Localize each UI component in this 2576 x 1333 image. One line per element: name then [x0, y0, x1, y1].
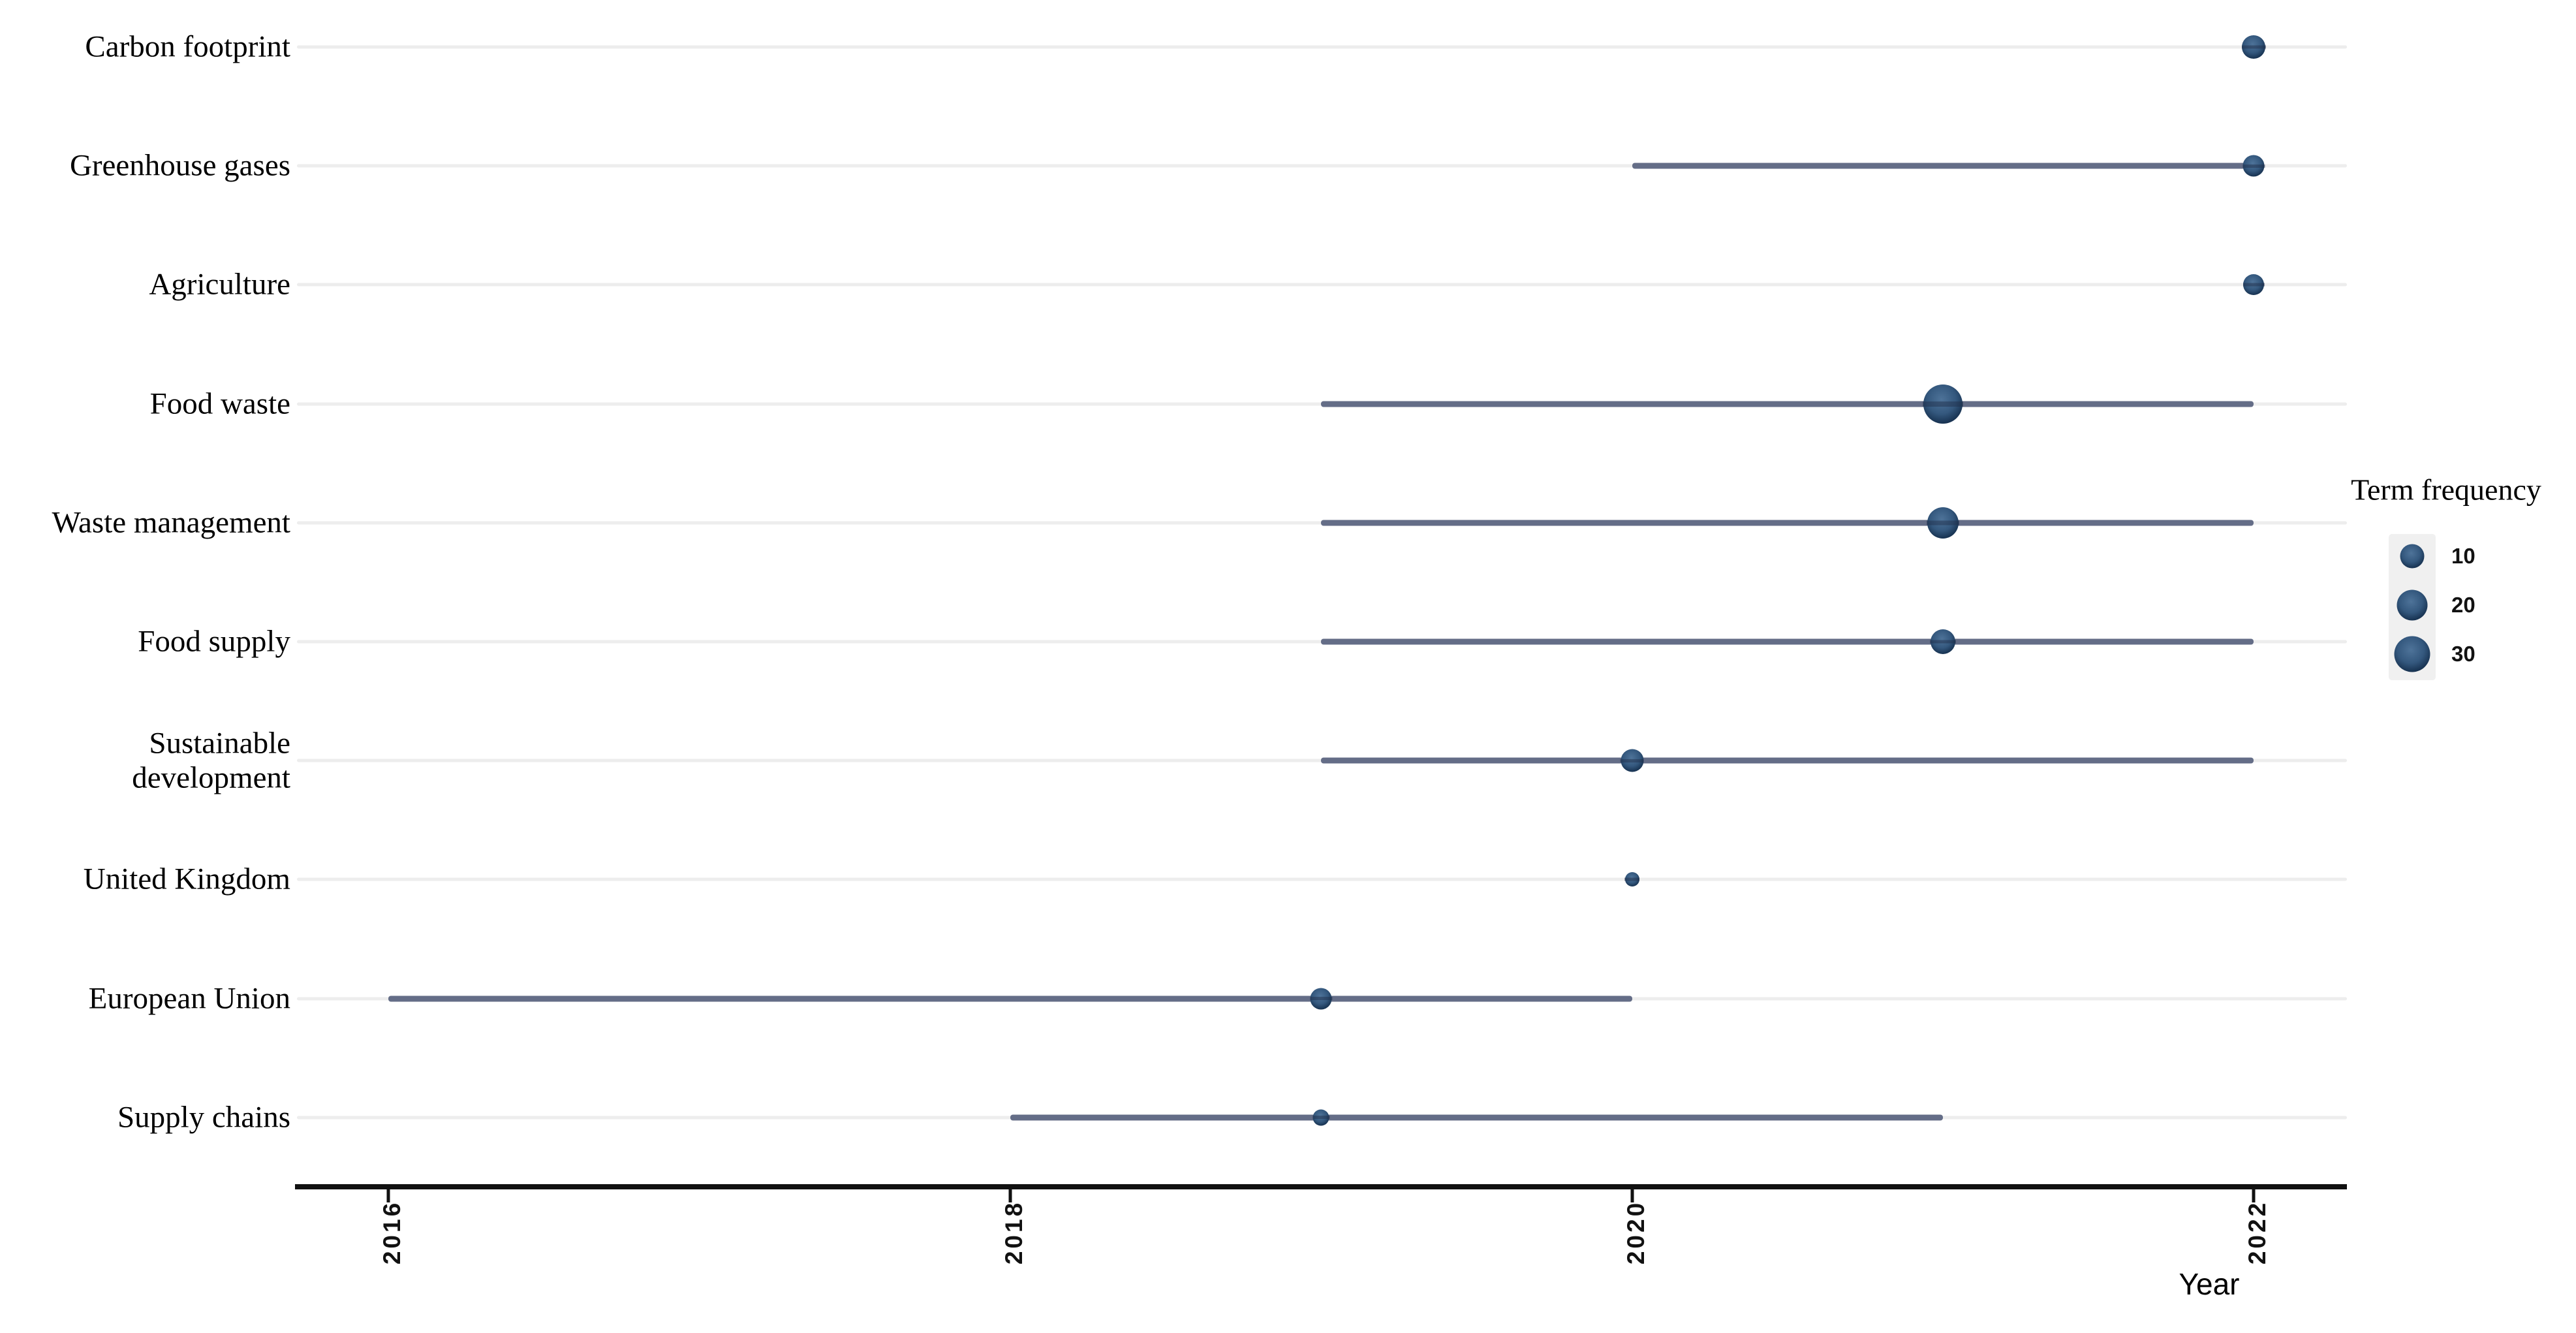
- legend-size-label: 20: [2451, 593, 2475, 617]
- x-tick-label: 2018: [1000, 1200, 1027, 1265]
- term-frequency-dot: [1312, 1109, 1330, 1126]
- dot-line-band: [1927, 520, 1959, 525]
- row-year-range-segment: [1321, 520, 2254, 526]
- row-label: Greenhouse gases: [69, 148, 290, 183]
- row-year-range-segment: [1321, 638, 2254, 645]
- legend-size-dot: [2400, 544, 2425, 569]
- row-label: Food supply: [138, 624, 290, 659]
- term-frequency-dot: [1922, 384, 1964, 424]
- legend-title: Term frequency: [2351, 473, 2541, 507]
- term-frequency-dot: [1620, 749, 1644, 772]
- row-year-range-segment: [1010, 1114, 1943, 1121]
- term-frequency-dot: [2242, 274, 2265, 296]
- row-year-range-segment: [1321, 757, 2254, 764]
- term-frequency-dot: [1930, 629, 1956, 654]
- legend-size-label: 10: [2451, 544, 2475, 568]
- x-tick-label: 2022: [2244, 1200, 2271, 1265]
- x-tick-mark: [386, 1187, 390, 1202]
- dot-line-band: [1620, 759, 1644, 762]
- term-frequency-dot: [1927, 507, 1959, 539]
- row-label: Supply chains: [117, 1100, 290, 1135]
- dot-line-band: [2241, 45, 2267, 49]
- row-label: European Union: [88, 981, 290, 1016]
- x-tick-mark: [2252, 1187, 2256, 1202]
- row-gridline: [297, 164, 2347, 168]
- x-tick-label: 2016: [379, 1200, 405, 1265]
- dot-line-band: [2242, 283, 2265, 287]
- row-label: Carbon footprint: [85, 29, 290, 64]
- legend-size-dot: [2397, 589, 2428, 621]
- x-axis-title: Year: [2179, 1267, 2240, 1301]
- dot-line-band: [1310, 997, 1333, 1001]
- row-gridline: [297, 877, 2347, 881]
- row-label: Sustainable development: [132, 726, 290, 795]
- x-tick-mark: [1008, 1187, 1012, 1202]
- row-gridline: [297, 283, 2347, 287]
- dot-line-band: [2242, 164, 2265, 168]
- row-label: Food waste: [149, 386, 290, 421]
- row-year-range-segment: [1321, 401, 2254, 407]
- x-axis-line: [295, 1184, 2347, 1189]
- dot-line-band: [1312, 1116, 1330, 1120]
- row-label: United Kingdom: [83, 862, 290, 897]
- x-tick-label: 2020: [1622, 1200, 1649, 1265]
- term-frequency-dot: [2242, 155, 2265, 177]
- row-label: Waste management: [52, 505, 290, 540]
- legend-size-label: 30: [2451, 642, 2475, 666]
- term-frequency-dot: [1624, 872, 1640, 887]
- legend-size-dot: [2394, 636, 2430, 672]
- row-gridline: [297, 45, 2347, 49]
- dot-line-band: [1624, 877, 1640, 881]
- x-tick-mark: [1630, 1187, 1634, 1202]
- row-label: Agriculture: [149, 268, 290, 302]
- dot-line-band: [1930, 640, 1956, 644]
- dot-line-band: [1922, 401, 1964, 407]
- term-frequency-dot: [2241, 35, 2267, 59]
- term-frequency-dot: [1310, 988, 1333, 1010]
- row-year-range-segment: [1632, 163, 2254, 169]
- row-year-range-segment: [388, 996, 1632, 1002]
